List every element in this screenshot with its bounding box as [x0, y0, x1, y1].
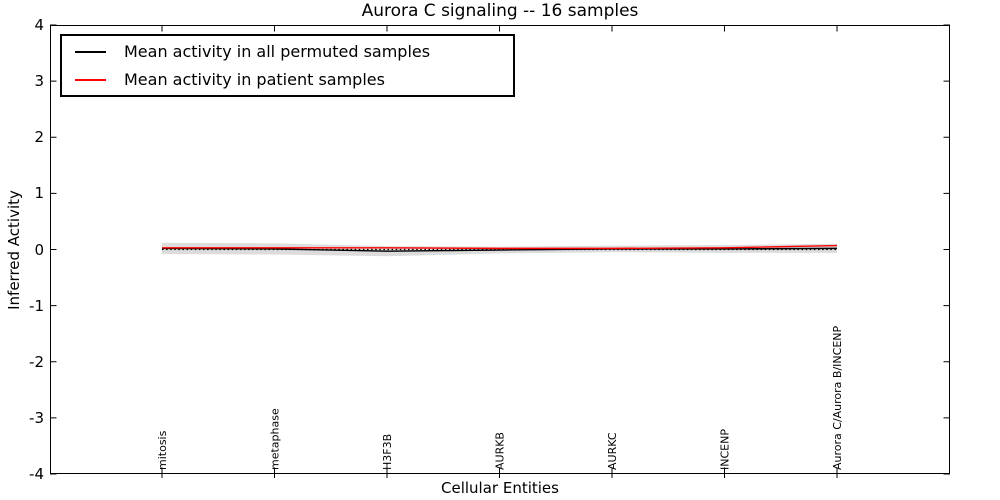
- y-tick-label: 4: [34, 16, 44, 34]
- legend-label-patient: Mean activity in patient samples: [124, 69, 385, 89]
- y-tick-label: 2: [34, 128, 44, 147]
- legend-line-patient-icon: [75, 78, 106, 81]
- series-line-permuted: [161, 247, 838, 252]
- x-tick-label: AURKB: [494, 432, 507, 470]
- legend-entry-patient: Mean activity in patient samples: [62, 68, 513, 92]
- x-tick-label: metaphase: [269, 408, 282, 470]
- x-tick-label: mitosis: [156, 430, 169, 470]
- x-tick-label: INCENP: [719, 429, 732, 470]
- y-tick-label: 1: [34, 184, 44, 203]
- chart-title: Aurora C signaling -- 16 samples: [361, 1, 639, 21]
- legend-line-permuted-icon: [75, 50, 106, 53]
- legend-label-permuted: Mean activity in all permuted samples: [124, 41, 431, 61]
- x-tick-label: AURKC: [606, 432, 619, 470]
- legend: Mean activity in all permuted samples Me…: [60, 34, 515, 97]
- x-axis-label: Cellular Entities: [441, 479, 559, 497]
- axis-ticks: [50, 24, 950, 478]
- y-tick-label: -2: [29, 352, 44, 371]
- x-tick-labels: mitosis metaphase H3F3B AURKB AURKC INCENP Aur…: [156, 325, 844, 470]
- y-tick-label: 3: [34, 72, 44, 91]
- x-tick-label: Aurora C/Aurora B/INCENP: [831, 325, 844, 470]
- x-tick-label: H3F3B: [381, 434, 394, 470]
- legend-entry-permuted: Mean activity in all permuted samples: [62, 40, 513, 64]
- y-tick-label: -4: [29, 465, 44, 483]
- y-tick-label: -1: [29, 296, 44, 315]
- y-tick-label: 0: [34, 240, 44, 259]
- y-tick-label: -3: [29, 408, 44, 427]
- series-line-patient: [162, 244, 838, 250]
